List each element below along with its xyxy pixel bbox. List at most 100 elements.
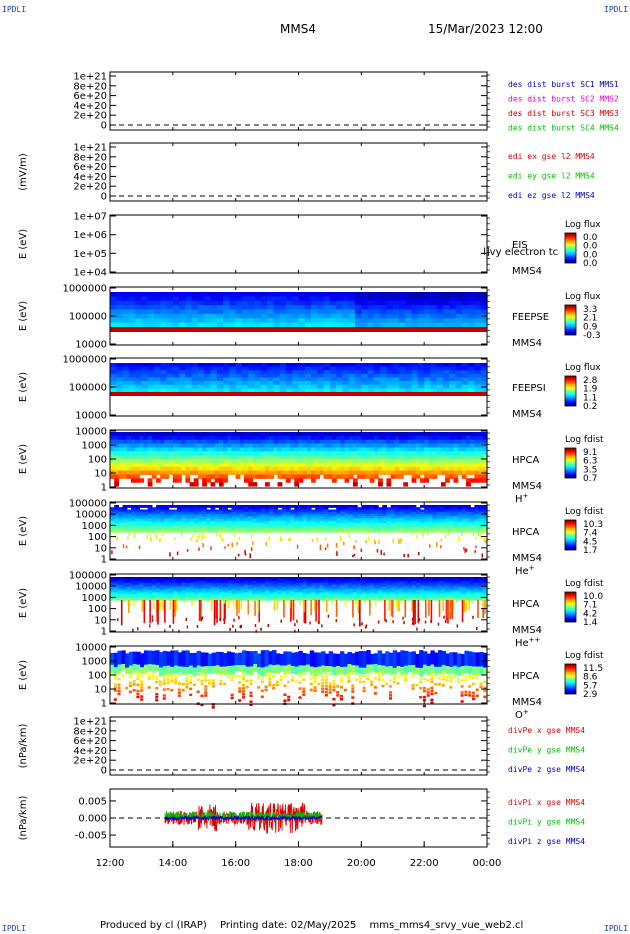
heatmap-speck — [296, 619, 298, 623]
instrument-label: FEEPSI — [512, 383, 546, 394]
heatmap-cell — [202, 482, 207, 487]
heatmap-cell — [172, 474, 178, 479]
heatmap-cell — [415, 592, 421, 595]
heatmap-cell — [344, 527, 350, 531]
heatmap-streak — [428, 600, 430, 616]
heatmap-cell — [185, 366, 193, 371]
heatmap-cell — [139, 592, 145, 595]
heatmap-cell — [348, 377, 356, 382]
heatmap-cell — [216, 384, 224, 389]
heatmap-cell — [382, 466, 388, 472]
heatmap-cell — [344, 520, 350, 524]
heatmap-cell — [311, 588, 316, 592]
heatmap-cell — [428, 474, 434, 479]
heatmap-cell — [153, 384, 161, 389]
heatmap-cell — [160, 582, 166, 586]
heatmap-cell — [332, 509, 337, 513]
heatmap-cell — [399, 518, 404, 522]
heatmap-speck — [219, 617, 221, 621]
heatmap-cell — [235, 370, 243, 375]
heatmap-cell — [411, 511, 417, 515]
heatmap-cell — [428, 525, 434, 529]
heatmap-streak — [465, 600, 467, 611]
heatmap-cell — [399, 523, 404, 526]
heatmap-cell — [461, 578, 467, 582]
heatmap-cell — [151, 466, 157, 472]
heatmap-cell — [110, 529, 115, 533]
heatmap-streak — [411, 600, 413, 612]
heatmap-cell — [122, 451, 128, 456]
heatmap-cell — [248, 527, 254, 531]
heatmap-cell — [348, 462, 354, 468]
heatmap-cell — [210, 305, 218, 311]
heatmap-cell — [311, 525, 316, 529]
heatmap-speck — [140, 686, 144, 689]
heatmap-cell — [403, 596, 409, 599]
heatmap-cell — [177, 527, 182, 531]
heatmap-cell — [151, 443, 157, 449]
heatmap-cell — [357, 443, 362, 449]
heatmap-cell — [417, 300, 425, 306]
heatmap-cell — [455, 305, 463, 311]
heatmap-cell — [378, 520, 383, 524]
heatmap-cell — [457, 439, 463, 445]
heatmap-cell — [244, 462, 249, 468]
heatmap-cell — [399, 516, 404, 520]
heatmap-cell — [273, 470, 279, 476]
heatmap-speck — [392, 620, 394, 624]
heatmap-cell — [428, 518, 434, 522]
heatmap-cell — [122, 511, 128, 515]
heatmap-cell — [218, 580, 224, 584]
heatmap-streak — [439, 600, 442, 605]
heatmap-cell — [147, 447, 153, 452]
heatmap-cell — [277, 447, 283, 452]
heatmap-cell — [294, 455, 300, 460]
heatmap-cell — [348, 447, 354, 452]
heatmap-cell — [252, 588, 258, 592]
heatmap-cell — [319, 582, 325, 586]
heatmap-cell — [248, 435, 254, 441]
heatmap-cell — [189, 459, 195, 464]
heatmap-cell — [128, 370, 136, 375]
heatmap-cell — [231, 594, 237, 597]
heatmap-cell — [122, 594, 128, 597]
heatmap-cell — [267, 366, 274, 371]
y-tick-label: 1 — [101, 555, 107, 566]
heatmap-speck — [407, 553, 409, 558]
heatmap-cell — [164, 527, 170, 531]
heatmap-cell — [285, 322, 293, 328]
heatmap-cell — [147, 525, 153, 529]
heatmap-cell — [298, 432, 304, 437]
heatmap-cell — [440, 518, 446, 522]
heatmap-cell — [373, 511, 379, 515]
heatmap-cell — [153, 370, 161, 375]
heatmap-cell — [227, 577, 233, 580]
heatmap-cell — [480, 370, 488, 375]
heatmap-cell — [317, 318, 325, 324]
heatmap-cell — [118, 590, 124, 593]
corner-label-tr: IPDLI — [604, 5, 629, 14]
heatmap-cell — [482, 516, 488, 520]
heatmap-cell — [394, 598, 400, 601]
heatmap-cell — [319, 529, 325, 533]
heatmap-cell — [143, 598, 149, 601]
heatmap-cell — [315, 520, 321, 524]
heatmap-cell — [294, 594, 300, 597]
heatmap-cell — [179, 292, 186, 297]
heatmap-cell — [432, 509, 438, 513]
heatmap-cell — [399, 435, 404, 441]
heatmap-cell — [306, 588, 312, 592]
heatmap-cell — [449, 470, 455, 476]
heatmap-cell — [430, 313, 438, 319]
heatmap-cell — [411, 580, 417, 584]
heatmap-cell — [315, 518, 321, 522]
heatmap-cell — [256, 594, 262, 597]
heatmap-cell — [273, 577, 279, 580]
heatmap-cell — [352, 588, 358, 592]
heatmap-cell — [179, 370, 186, 375]
heatmap-cell — [382, 584, 388, 588]
heatmap-cell — [197, 447, 203, 452]
heatmap-cell — [264, 514, 270, 517]
heatmap-cell — [216, 300, 224, 306]
heatmap-cell — [311, 309, 318, 315]
